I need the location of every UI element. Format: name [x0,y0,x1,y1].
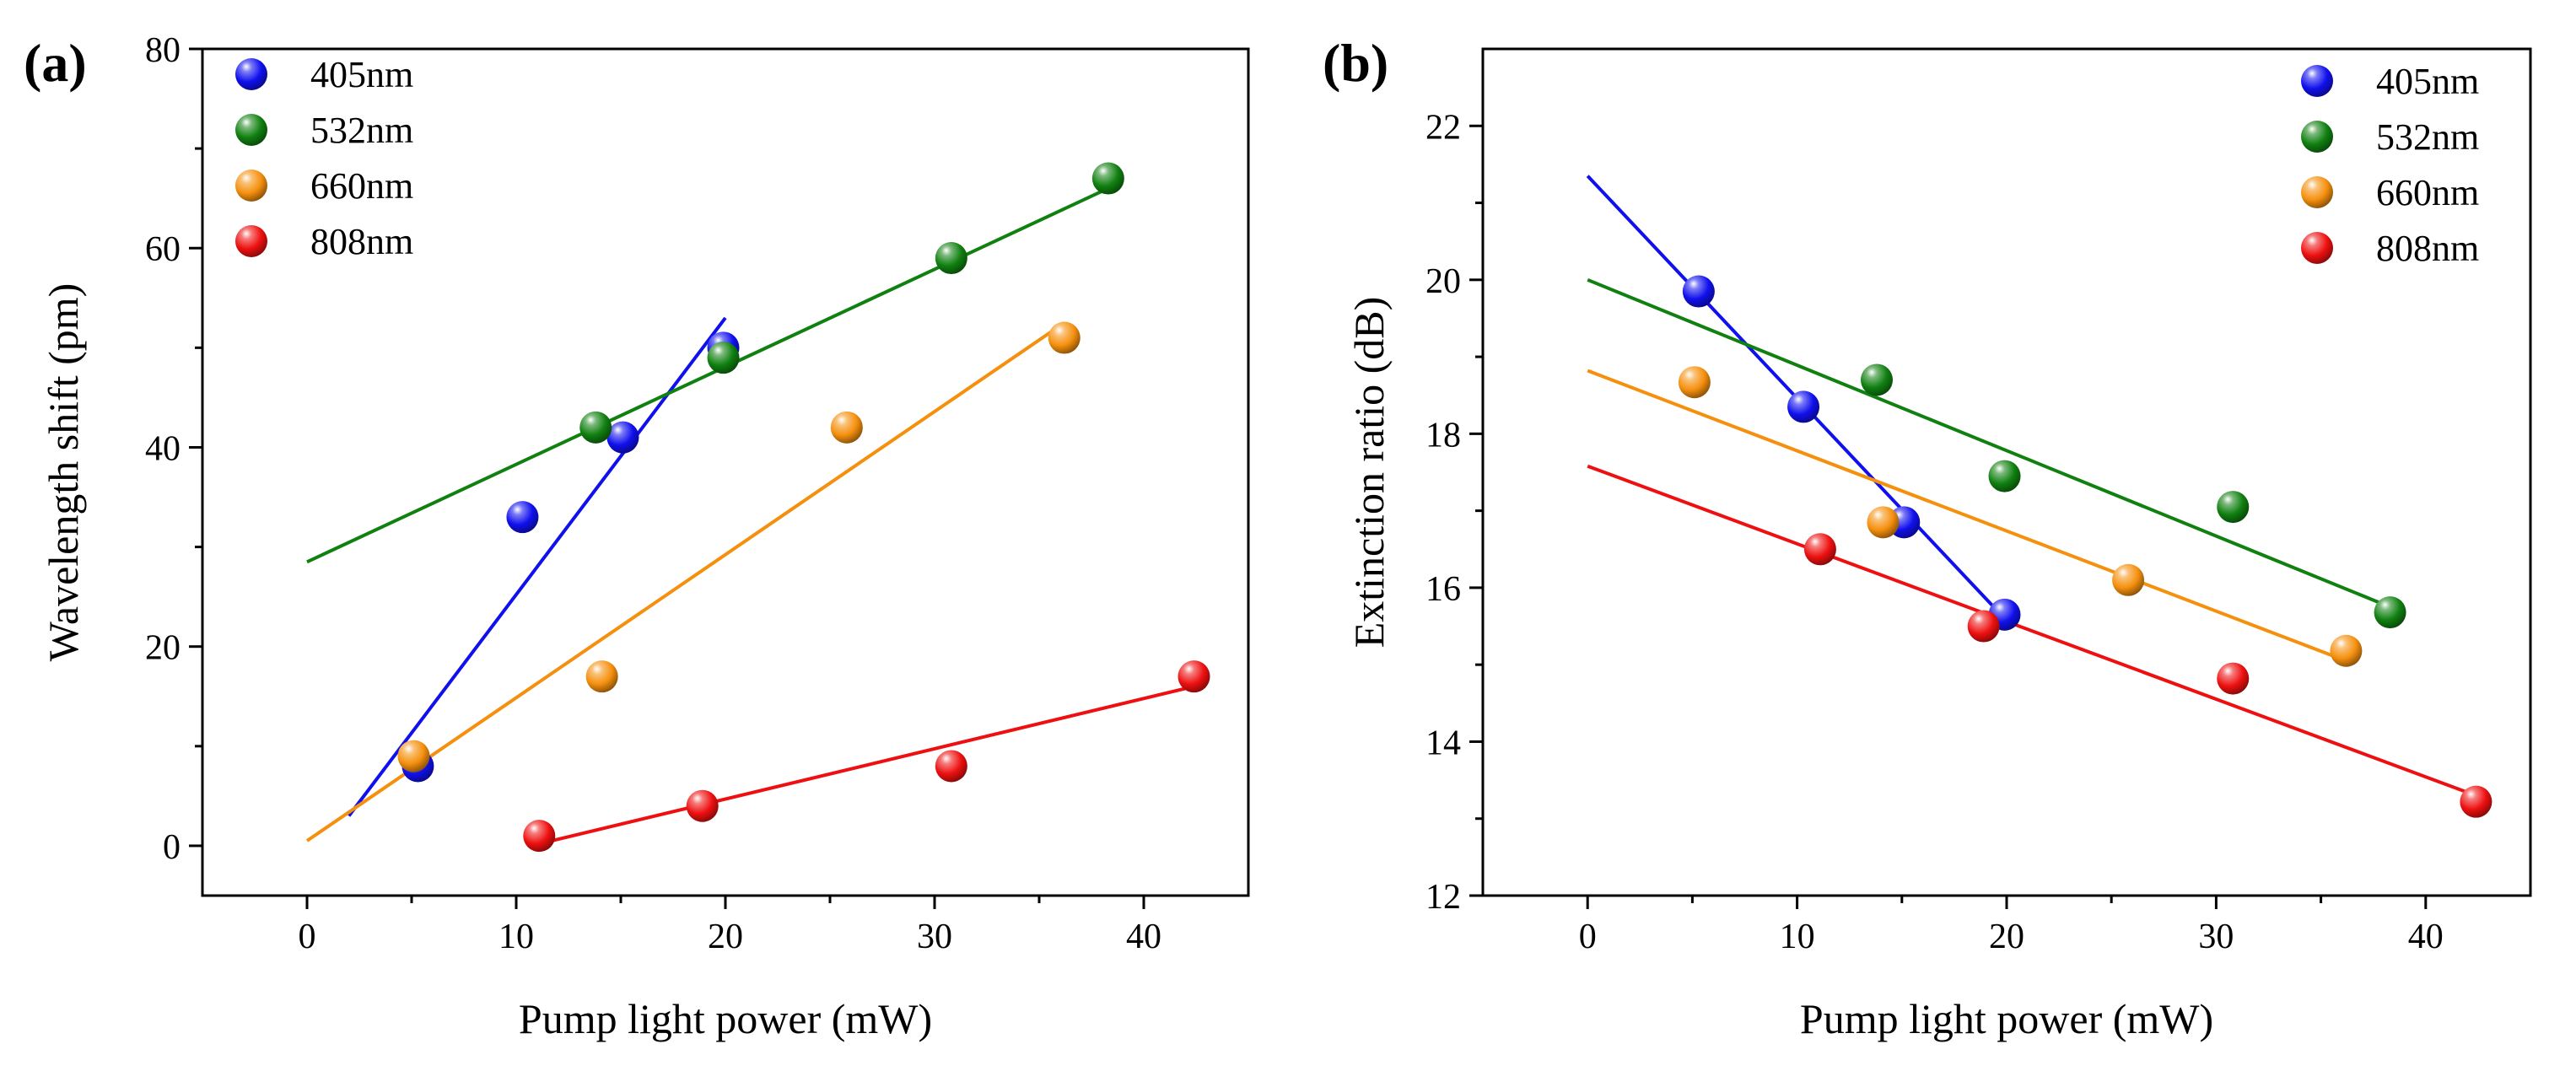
data-point-532nm [2374,596,2406,629]
legend-marker-405nm [2301,65,2333,97]
data-point-660nm [830,411,863,444]
x-tick-label: 30 [917,918,952,956]
legend-marker-808nm [235,225,267,257]
y-tick-label: 20 [145,629,181,668]
y-tick-label: 0 [163,828,181,867]
chart-b: 0 10 20 30 40 12 14 16 18 20 22 (b) Pump light power… [1323,33,2532,1042]
fit-line-405nm [348,316,727,817]
y-tick-label: 22 [1425,108,1461,147]
data-point-405nm [1787,390,1820,423]
y-tick-label: 12 [1425,878,1461,917]
data-point-405nm [1682,275,1715,308]
data-point-808nm [2217,662,2250,695]
legend-marker-660nm [235,170,267,202]
data-point-660nm [2112,563,2145,596]
data-point-808nm [1967,610,2000,643]
data-point-532nm [2217,491,2250,524]
legend-marker-532nm [2301,121,2333,153]
panel-label-b: (b) [1323,33,1388,93]
x-tick-label: 20 [708,918,743,956]
y-tick-label: 20 [1425,262,1461,301]
data-point-808nm [523,820,556,853]
data-point-808nm [2460,785,2492,818]
fit-line-532nm [1587,277,2391,609]
legend-marker-660nm [2301,176,2333,208]
y-axis-title-a: Wavelength shift (pm) [40,283,87,662]
x-tick-label: 30 [2198,918,2234,956]
data-point-660nm [1678,366,1711,399]
legend-marker-808nm [2301,232,2333,264]
x-tick-label: 10 [498,918,534,956]
x-tick-label: 10 [1780,918,1815,956]
x-axis-title-b: Pump light power (mW) [1800,995,2213,1042]
y-tick-label: 14 [1425,724,1461,762]
legend-marker-405nm [235,58,267,90]
legend-label-660nm: 660nm [310,165,413,207]
y-tick-label: 40 [145,429,181,468]
data-point-532nm [1091,162,1124,195]
data-point-532nm [707,342,740,374]
y-axis-title-b: Extinction ratio (dB) [1345,297,1393,649]
data-point-660nm [1867,506,1900,539]
y-tick-label: 16 [1425,570,1461,609]
data-point-532nm [1860,363,1893,396]
data-point-532nm [935,242,967,275]
y-tick-label: 18 [1425,416,1461,455]
y-tick-label: 80 [145,31,181,70]
panel-label-a: (a) [24,33,87,93]
x-tick-label: 40 [1126,918,1161,956]
data-point-808nm [1178,660,1210,693]
legend-label-532nm: 532nm [2376,116,2479,158]
fit-line-808nm [1587,464,2477,798]
x-tick-label: 40 [2408,918,2444,956]
legend-label-808nm: 808nm [2376,228,2479,269]
data-point-405nm [506,501,539,534]
legend-label-405nm: 405nm [310,54,413,95]
x-tick-label: 0 [299,918,316,956]
x-tick-label: 20 [1989,918,2024,956]
legend-label-532nm: 532nm [310,110,413,151]
fit-line-660nm [1587,369,2347,663]
data-point-660nm [585,660,618,693]
data-point-660nm [2330,634,2363,667]
data-point-532nm [579,411,612,444]
fit-line-532nm [306,186,1109,564]
legend-label-405nm: 405nm [2376,61,2479,102]
legend-marker-532nm [235,114,267,146]
data-point-405nm [606,421,639,454]
legend-label-660nm: 660nm [2376,172,2479,213]
fit-line-808nm [538,685,1194,846]
x-axis-title-a: Pump light power (mW) [519,995,932,1042]
data-point-808nm [1803,533,1836,566]
data-point-660nm [1048,321,1081,354]
chart-a: 0 10 20 30 40 0 20 40 60 80 (a) Pump light power (m… [24,31,1250,1042]
data-point-808nm [686,789,719,822]
data-point-532nm [1988,460,2021,492]
x-tick-label: 0 [1579,918,1597,956]
data-point-660nm [397,740,430,772]
data-point-808nm [935,750,967,783]
legend-label-808nm: 808nm [310,221,413,262]
y-tick-label: 60 [145,230,181,269]
fit-line-660nm [305,321,1065,842]
